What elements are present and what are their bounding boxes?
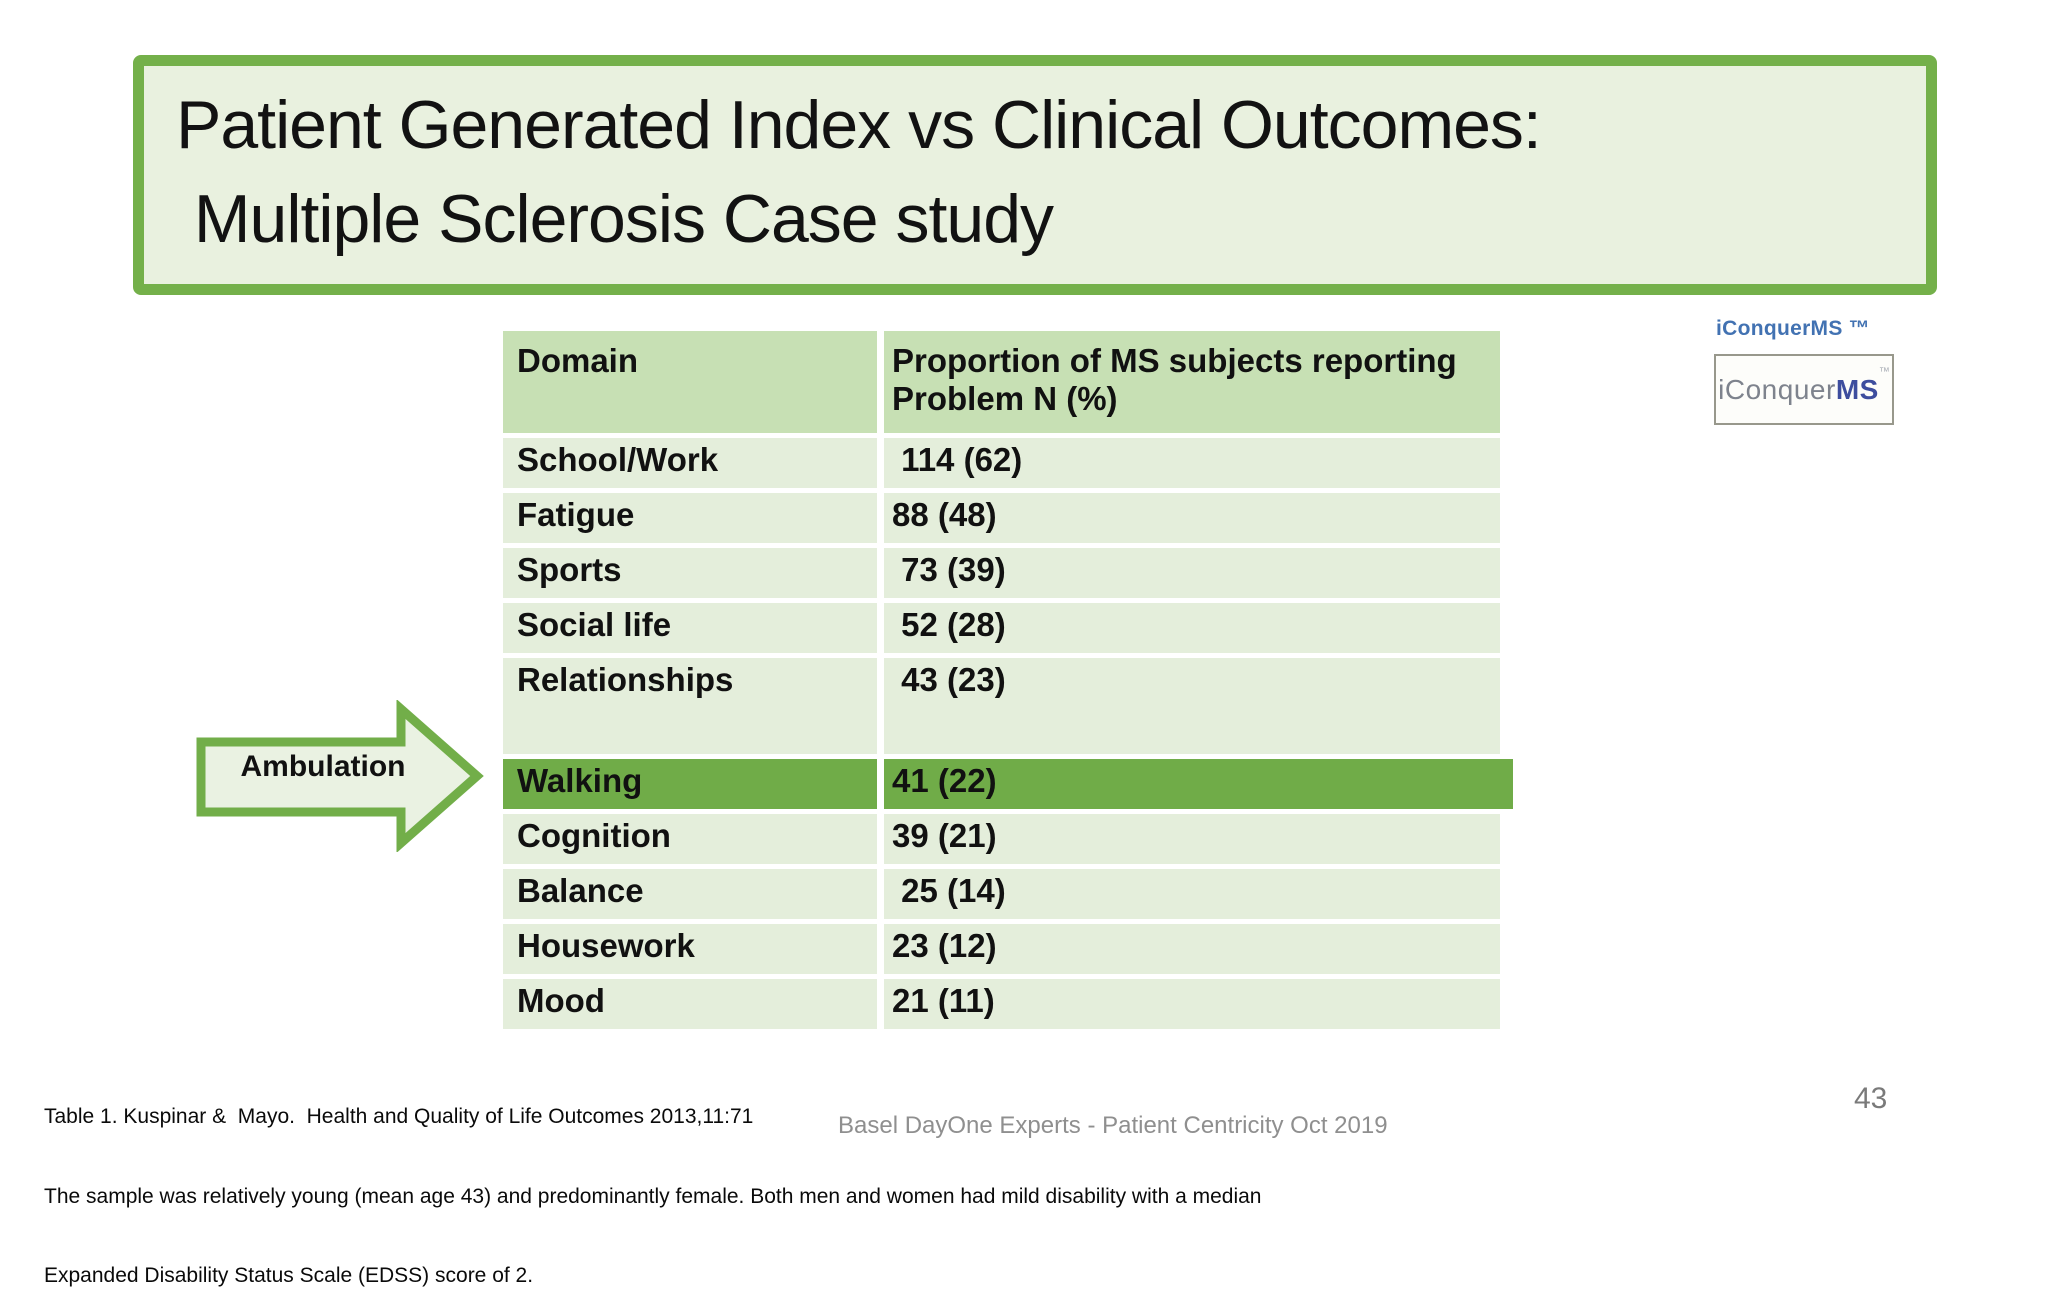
value-cell: 43 (23): [884, 658, 1500, 754]
iconquerms-logo-text-navy: MS: [1835, 373, 1879, 405]
value-cell: 114 (62): [884, 438, 1500, 488]
table-body: School/Work 114 (62) Fatigue 88 (48) Spo…: [503, 438, 1513, 1029]
value-cell: 88 (48): [884, 493, 1500, 543]
iconquerms-wordmark: iConquerMS ™: [1716, 317, 1871, 340]
domain-cell: Sports: [503, 548, 877, 598]
page-title-line2: Multiple Sclerosis Case study: [176, 181, 1054, 257]
title-box-inner: Patient Generated Index vs Clinical Outc…: [144, 66, 1926, 266]
table-row: Mood 21 (11): [503, 979, 1513, 1029]
page-number: 43: [1854, 1082, 1888, 1115]
ambulation-arrow-shape: [195, 699, 485, 853]
trademark-symbol: ™: [1878, 366, 1890, 378]
value-cell: 39 (21): [884, 814, 1500, 864]
slide-footer: Basel DayOne Experts - Patient Centricit…: [838, 1112, 1388, 1139]
domain-cell: Cognition: [503, 814, 877, 864]
table-row: Housework 23 (12): [503, 924, 1513, 974]
value-cell: 52 (28): [884, 603, 1500, 653]
footnote-sample-description: The sample was relatively young (mean ag…: [44, 1184, 1262, 1208]
column-header-domain: Domain: [503, 331, 877, 433]
table-row: Walking 41 (22): [503, 759, 1513, 809]
page-title-line1: Patient Generated Index vs Clinical Outc…: [176, 87, 1542, 163]
iconquerms-logo-box: iConquer MS ™: [1714, 354, 1894, 425]
domain-cell: Fatigue: [503, 493, 877, 543]
right-block-arrow-icon: [196, 699, 484, 853]
iconquerms-logo-text-gray: iConquer: [1718, 373, 1836, 405]
domain-cell: Relationships: [503, 658, 877, 754]
table-row: Fatigue 88 (48): [503, 493, 1513, 543]
footnote-citation: Table 1. Kuspinar & Mayo. Health and Qua…: [44, 1105, 754, 1128]
table-row: Relationships 43 (23): [503, 658, 1513, 754]
domain-cell: Balance: [503, 869, 877, 919]
domain-cell: Housework: [503, 924, 877, 974]
domain-cell: Mood: [503, 979, 877, 1029]
table-row: Sports 73 (39): [503, 548, 1513, 598]
title-box: Patient Generated Index vs Clinical Outc…: [133, 55, 1937, 295]
table-row: Balance 25 (14): [503, 869, 1513, 919]
outcomes-table: Domain Proportion of MS subjects reporti…: [503, 331, 1513, 1034]
table-row: Social life 52 (28): [503, 603, 1513, 653]
column-header-proportion: Proportion of MS subjects reporting Prob…: [884, 331, 1500, 433]
table-row: School/Work 114 (62): [503, 438, 1513, 488]
table-header-row: Domain Proportion of MS subjects reporti…: [503, 331, 1513, 433]
table-row: Cognition 39 (21): [503, 814, 1513, 864]
value-cell: 25 (14): [884, 869, 1500, 919]
ambulation-arrow-label: Ambulation: [240, 750, 406, 783]
footnote-edss: Expanded Disability Status Scale (EDSS) …: [44, 1264, 534, 1287]
table-footnote: Table 1. Kuspinar & Mayo. Health and Qua…: [44, 1051, 1304, 1316]
value-cell: 21 (11): [884, 979, 1500, 1029]
value-cell: 41 (22): [884, 759, 1513, 809]
value-cell: 23 (12): [884, 924, 1500, 974]
domain-cell: School/Work: [503, 438, 877, 488]
domain-cell: Walking: [503, 759, 877, 809]
value-cell: 73 (39): [884, 548, 1500, 598]
domain-cell: Social life: [503, 603, 877, 653]
